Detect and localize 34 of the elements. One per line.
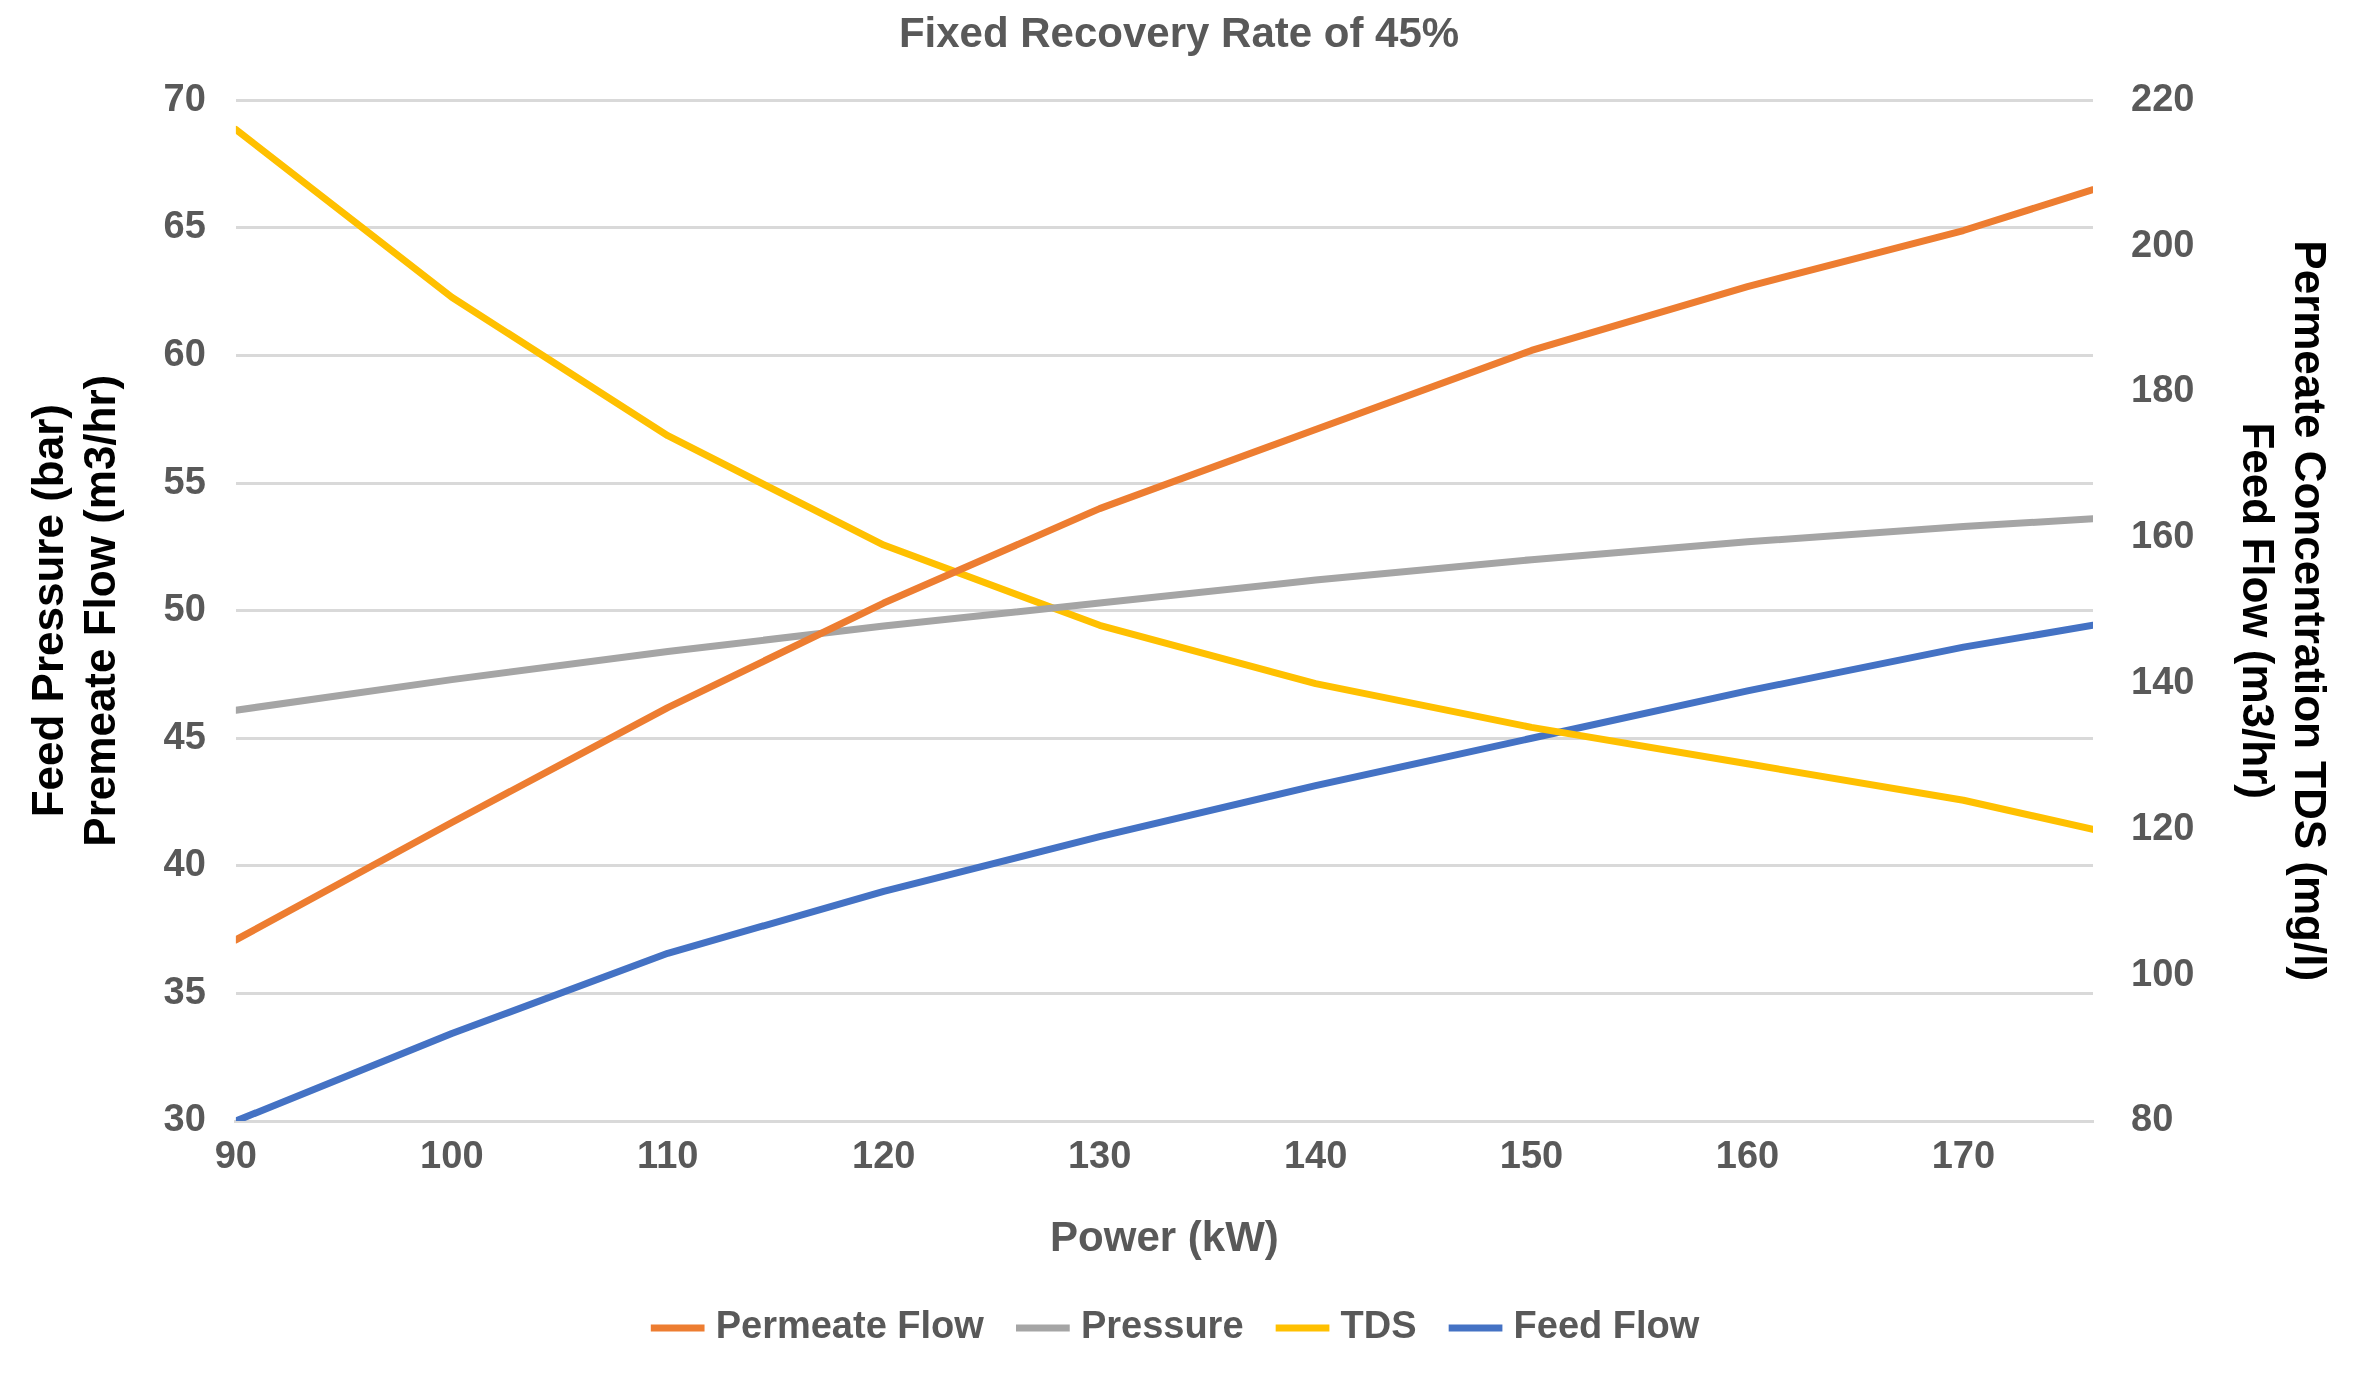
x-tick-label: 160 [1715, 1134, 1780, 1177]
y-tick-label: 65 [163, 204, 206, 247]
y2-tick-label: 200 [2131, 222, 2195, 265]
x-tick-label: 150 [1499, 1134, 1564, 1177]
y2-tick-label: 80 [2131, 1097, 2174, 1140]
x-tick-label: 130 [1067, 1134, 1132, 1177]
legend-label: Permeate Flow [715, 1304, 985, 1347]
y2-axis-title: Permeate Concentration TDS (mg/l) Feed Flow (m3/hr) [2233, 240, 2336, 982]
x-tick-label: 100 [420, 1134, 484, 1177]
y-tick-label: 30 [163, 1097, 206, 1140]
y2-tick-label: 100 [2131, 951, 2195, 994]
y2-tick-label: 140 [2131, 660, 2195, 703]
x-tick-label: 140 [1283, 1134, 1348, 1177]
x-axis-title: Power (kW) [1050, 1213, 1279, 1261]
y2-tick-label: 180 [2131, 368, 2195, 411]
x-tick-label: 170 [1931, 1134, 1996, 1177]
y-tick-label: 40 [163, 842, 206, 885]
y-tick-label: 70 [163, 76, 206, 119]
y-tick-label: 35 [163, 969, 206, 1012]
legend-label: Pressure [1080, 1304, 1244, 1347]
y-tick-label: 60 [163, 332, 206, 375]
y2-tick-label: 120 [2131, 805, 2195, 848]
x-tick-label: 90 [214, 1134, 258, 1177]
y-tick-label: 50 [163, 587, 206, 630]
chart-title: Fixed Recovery Rate of 45% [898, 8, 1460, 56]
x-tick-label: 110 [637, 1134, 699, 1177]
y-axis-title: Feed Pressure (bar) Premeate Flow (m3/hr) [22, 374, 125, 847]
y-tick-label: 45 [163, 714, 206, 757]
y2-tick-label: 220 [2131, 76, 2195, 119]
legend-label: TDS [1340, 1304, 1417, 1347]
legend-label: Feed Flow [1513, 1304, 1700, 1347]
x-tick-label: 120 [852, 1134, 916, 1177]
y2-tick-label: 160 [2131, 514, 2195, 557]
y-tick-label: 55 [163, 459, 206, 502]
